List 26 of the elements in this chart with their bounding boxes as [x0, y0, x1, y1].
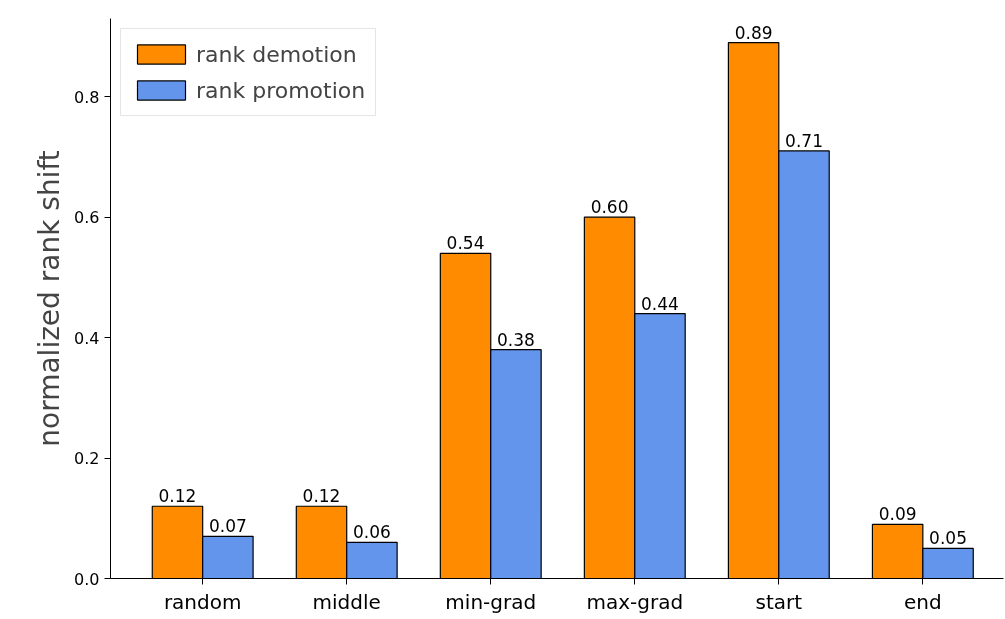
x-tick-label: min-grad	[445, 589, 537, 614]
legend-label: rank promotion	[196, 76, 366, 105]
data-label: 0.06	[352, 522, 391, 543]
y-tick-label: 0.4	[74, 328, 100, 348]
y-axis-title: normalized rank shift	[33, 150, 67, 447]
data-label: 0.71	[785, 130, 823, 151]
x-tick-label: max-grad	[586, 589, 684, 614]
x-tick-label: end	[904, 589, 942, 614]
x-tick-label: middle	[312, 589, 381, 614]
data-label: 0.12	[302, 486, 341, 507]
data-label: 0.12	[158, 486, 197, 507]
data-label: 0.38	[497, 329, 535, 350]
data-label: 0.54	[446, 233, 485, 254]
y-tick-label: 0.8	[74, 87, 100, 107]
data-label: 0.05	[929, 528, 967, 549]
data-label: 0.44	[641, 293, 679, 314]
y-tick-label: 0.2	[74, 449, 100, 469]
x-tick-label: random	[163, 589, 242, 614]
legend-label: rank demotion	[196, 40, 357, 69]
data-label: 0.60	[590, 197, 629, 218]
x-tick-label: start	[755, 589, 803, 614]
data-label: 0.89	[734, 22, 773, 43]
y-tick-label: 0.0	[74, 569, 100, 589]
data-label: 0.09	[878, 504, 917, 525]
data-label: 0.07	[208, 516, 247, 537]
y-tick-label: 0.6	[74, 208, 100, 228]
